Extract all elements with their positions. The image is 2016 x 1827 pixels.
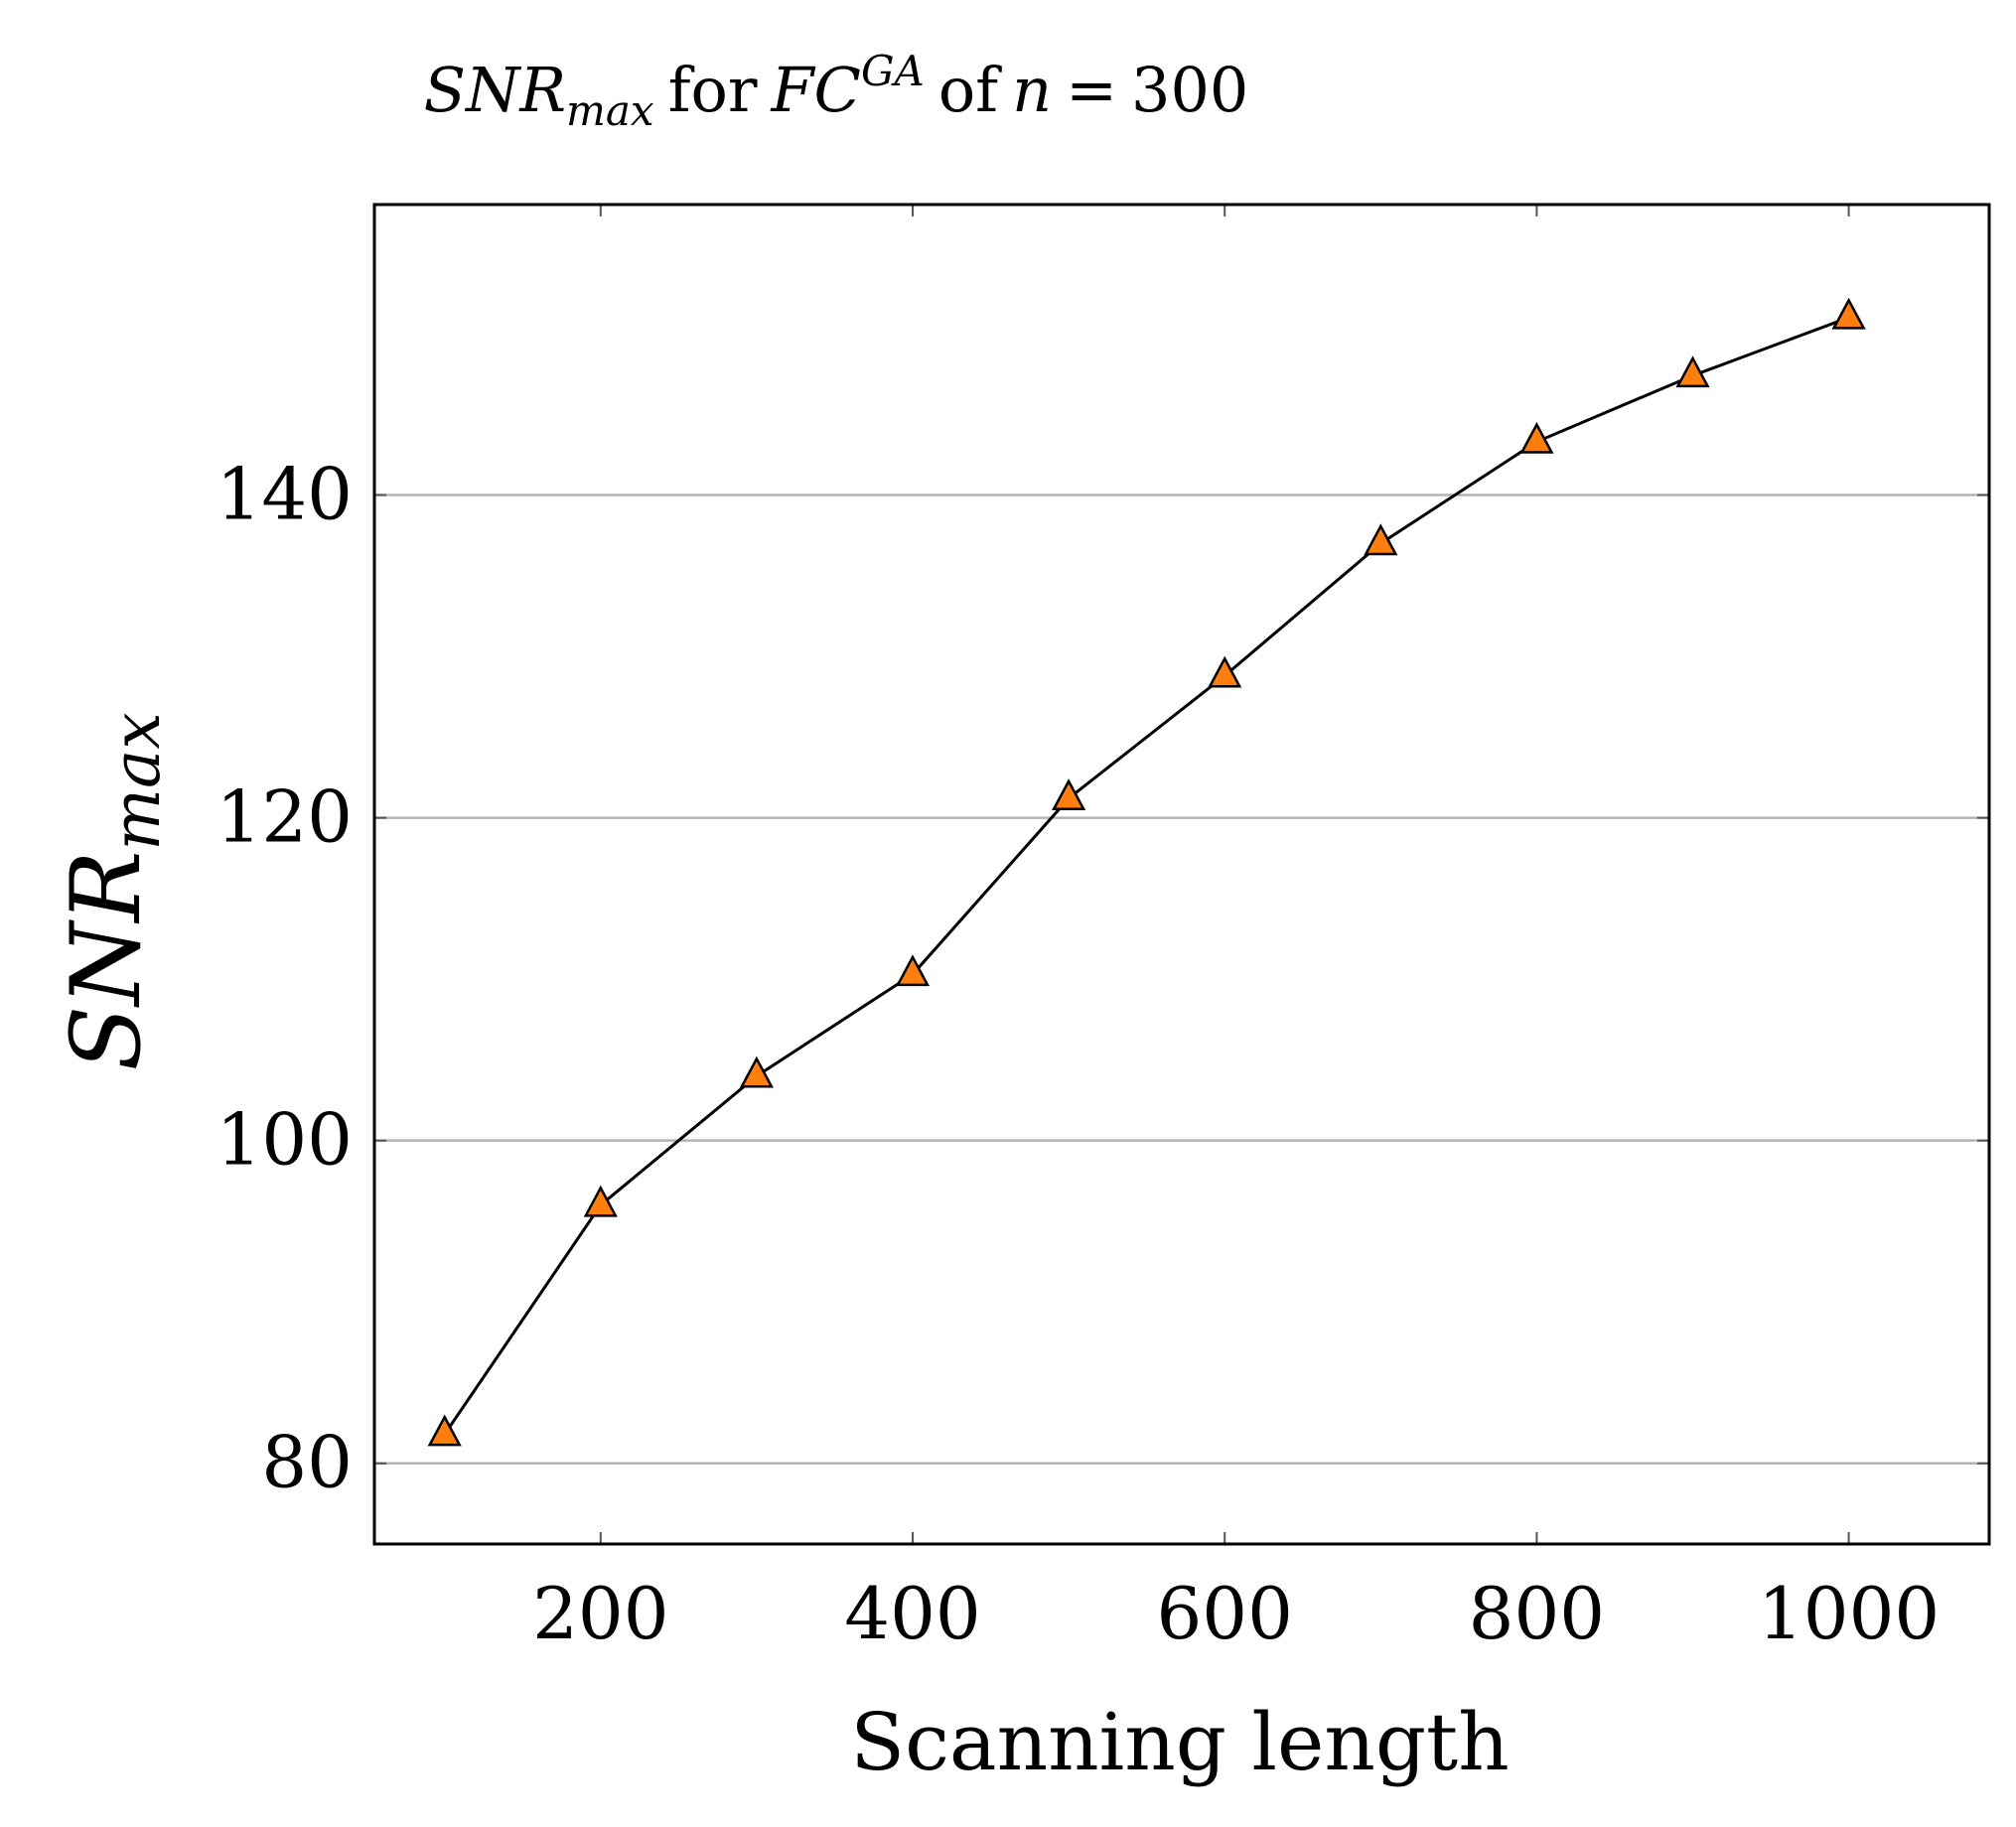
data-point-100 (427, 1414, 462, 1447)
x-axis-label: Scanning length (850, 1696, 1509, 1788)
title-for: for (668, 54, 758, 126)
y-tick-label: 120 (216, 775, 353, 859)
data-point-600 (1208, 655, 1242, 688)
title-snr-subscript: max (566, 86, 654, 135)
y-tick-label: 140 (216, 453, 353, 536)
y-axis-label-main: SNR (51, 851, 162, 1071)
title-snr: SNR (424, 54, 566, 126)
series-line (443, 316, 1850, 1436)
data-point-800 (1519, 421, 1554, 454)
chart-title: SNRmax for FCGA of n = 300 (424, 47, 1249, 135)
x-tick-label: 200 (532, 1572, 668, 1655)
y-tick-labels: 80 100 120 140 (216, 453, 353, 1504)
data-point-300 (739, 1055, 774, 1088)
title-n-value: 300 (1131, 54, 1248, 126)
data-point-1000 (1831, 297, 1866, 330)
data-point-500 (1052, 778, 1086, 811)
x-tick-label: 800 (1469, 1572, 1605, 1655)
y-tick-label: 80 (261, 1421, 353, 1504)
title-method-superscript: GA (861, 47, 925, 95)
x-tick-labels: 200 400 600 800 1000 (532, 1572, 1940, 1655)
x-tick-label: 600 (1156, 1572, 1292, 1655)
x-tick-label: 1000 (1758, 1572, 1940, 1655)
title-method: FC (771, 54, 861, 126)
data-point-700 (1364, 523, 1398, 556)
data-points (427, 297, 1866, 1447)
axis-ticks (374, 205, 1989, 1544)
plot-frame (372, 203, 1991, 1546)
data-point-900 (1675, 355, 1710, 388)
y-axis-label: SNRmax (51, 712, 175, 1070)
x-tick-label: 400 (844, 1572, 980, 1655)
title-n: n (1012, 54, 1052, 126)
title-of: of (938, 54, 1002, 126)
y-gridlines (374, 493, 1989, 1465)
y-axis-label-subscript: max (98, 712, 175, 850)
y-tick-label: 100 (216, 1098, 353, 1182)
data-point-400 (895, 954, 931, 987)
data-point-200 (583, 1185, 618, 1217)
title-equals: = (1066, 54, 1117, 126)
